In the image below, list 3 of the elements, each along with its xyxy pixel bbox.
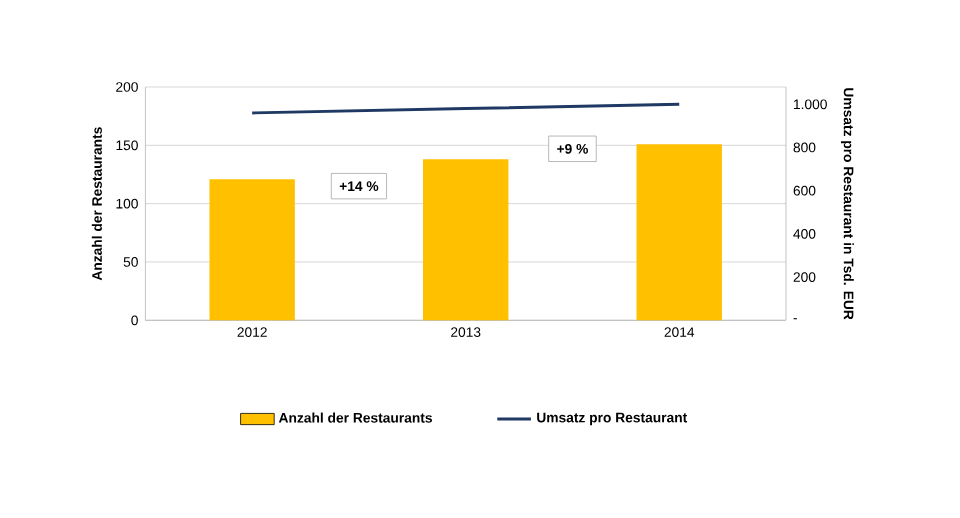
bar xyxy=(636,144,722,321)
bar xyxy=(209,179,295,321)
bar xyxy=(423,159,509,321)
